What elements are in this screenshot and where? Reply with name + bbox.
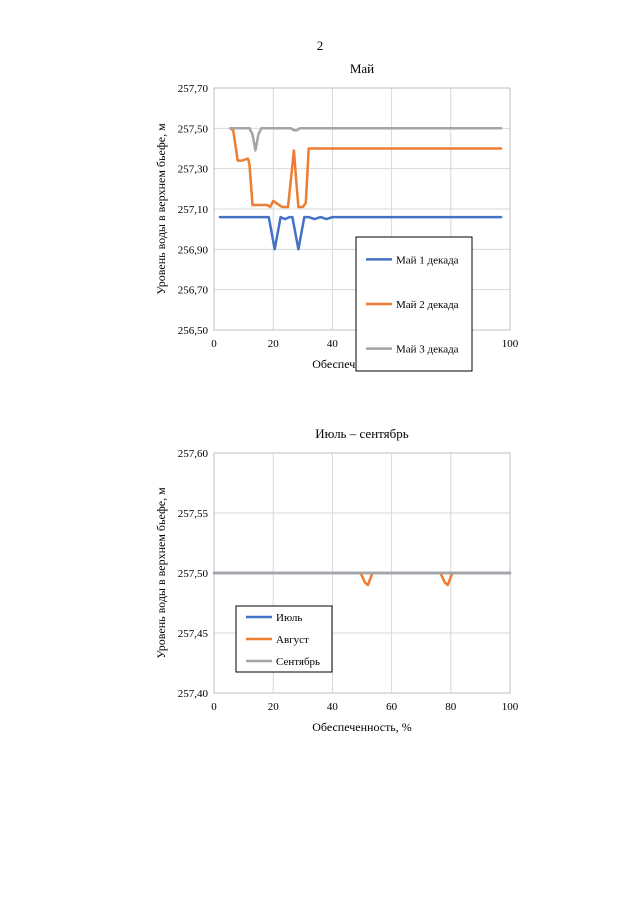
series-line: [359, 571, 374, 587]
legend-label: Сентябрь: [276, 656, 320, 668]
y-tick-label: 257,60: [178, 448, 209, 460]
y-axis-label: Уровень воды в верхнем бьефе, м: [154, 487, 168, 659]
x-axis-label: Обеспеченность, %: [312, 720, 412, 734]
legend-label: Июль: [276, 612, 302, 624]
x-tick-label: 100: [502, 701, 519, 713]
series-line: [229, 127, 503, 152]
page-number: 2: [316, 38, 324, 53]
legend-label: Май 3 декада: [396, 344, 459, 356]
x-tick-label: 80: [445, 701, 457, 713]
series-line: [439, 571, 454, 587]
chart-title: Июль – сентябрь: [315, 426, 408, 441]
x-tick-label: 0: [211, 338, 217, 350]
legend: Май 1 декада Май 2 декада Май 3 декада: [355, 236, 473, 372]
y-tick-label: 257,70: [178, 83, 209, 95]
legend-label: Август: [276, 634, 309, 646]
series-line: [229, 127, 503, 209]
y-tick-label: 256,50: [178, 325, 209, 337]
x-tick-label: 60: [386, 701, 398, 713]
x-tick-label: 100: [502, 338, 519, 350]
chart-july-september: Июль – сентябрь 0 20 40 60 80 100 257,40 257,45 2…: [154, 426, 519, 734]
y-tick-label: 256,90: [178, 244, 209, 256]
y-tick-label: 257,50: [178, 568, 209, 580]
x-tick-label: 20: [268, 338, 280, 350]
y-tick-label: 257,45: [178, 628, 209, 640]
x-tick-label: 40: [327, 338, 339, 350]
legend: Июль Август Сентябрь: [235, 605, 333, 673]
x-tick-label: 0: [211, 701, 217, 713]
series-line: [218, 215, 503, 251]
y-axis-label: Уровень воды в верхнем бьефе, м: [154, 123, 168, 295]
legend-label: Май 2 декада: [396, 299, 459, 311]
y-tick-label: 257,50: [178, 123, 209, 135]
legend-label: Май 1 декада: [396, 254, 459, 266]
x-tick-label: 40: [327, 701, 339, 713]
y-tick-label: 256,70: [178, 285, 209, 297]
y-tick-label: 257,30: [178, 164, 209, 176]
chart-may: Май020406080100256,50256,70256,90257,102…: [154, 61, 519, 372]
chart-title: Май: [350, 61, 374, 76]
y-tick-label: 257,40: [178, 688, 209, 700]
y-tick-label: 257,10: [178, 204, 209, 216]
x-tick-label: 20: [268, 701, 280, 713]
y-tick-label: 257,55: [178, 508, 209, 520]
